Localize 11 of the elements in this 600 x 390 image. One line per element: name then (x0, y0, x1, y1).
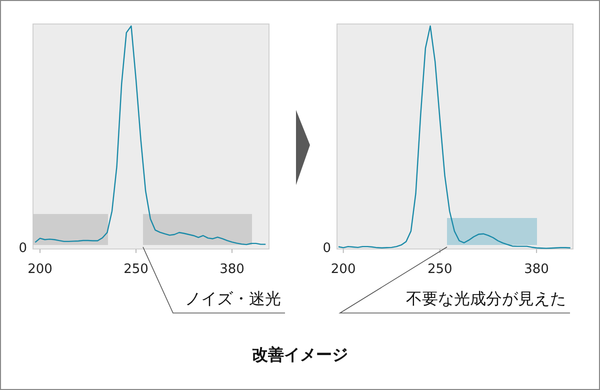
text: ノイズ・迷光 (185, 289, 281, 308)
text: 改善イメージ (252, 345, 348, 364)
x-tick-label: 200 (28, 262, 52, 277)
x-tick-label: 380 (524, 262, 549, 277)
x-tick-label: 250 (428, 262, 452, 277)
text: 0 (322, 241, 331, 256)
text: 0 (18, 241, 27, 256)
x-tick-label: 200 (330, 262, 356, 277)
x-tick-label: 380 (220, 262, 244, 277)
x-tick-label: 250 (124, 262, 148, 277)
text: 不要な光成分が見えた (406, 289, 566, 308)
